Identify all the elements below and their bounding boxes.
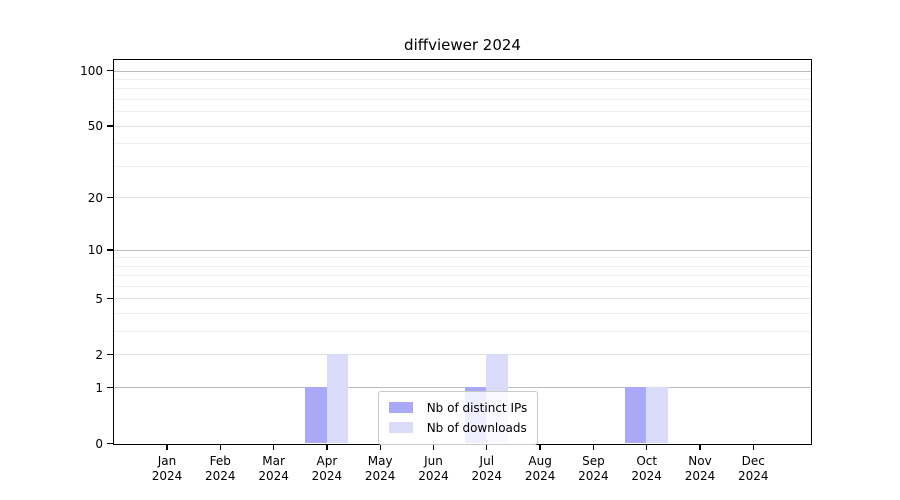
gridline-minor-40 [113, 143, 812, 145]
bar-nb-of-downloads-apr [326, 354, 348, 444]
x-tick-nov [699, 444, 701, 450]
legend: Nb of distinct IPs Nb of downloads [377, 390, 539, 445]
x-tick-label-feb: Feb 2024 [205, 453, 236, 484]
y-tick-label-2: 2 [95, 347, 103, 362]
gridline-minor-9 [113, 257, 812, 259]
x-tick-jun [432, 444, 435, 450]
legend-label-2: Nb of downloads [426, 420, 527, 435]
x-tick-aug [539, 444, 541, 450]
y-tick-100 [107, 70, 113, 72]
y-tick-label-1: 1 [95, 380, 103, 395]
y-tick-20 [107, 197, 113, 199]
gridline-1 [113, 387, 812, 389]
x-tick-label-may: May 2024 [364, 453, 396, 484]
x-tick-oct [646, 444, 648, 450]
x-tick-jan [166, 444, 168, 450]
gridline-minor-60 [113, 111, 812, 113]
gridline-minor-30 [113, 165, 812, 167]
y-tick-0 [107, 442, 113, 445]
x-tick-label-jun: Jun 2024 [418, 453, 449, 484]
x-tick-feb [219, 444, 221, 450]
x-tick-label-mar: Mar 2024 [258, 453, 289, 484]
gridline-minor-4 [113, 313, 812, 315]
gridline-10 [113, 249, 812, 251]
gridline-minor-8 [113, 265, 812, 267]
gridline-2 [113, 354, 812, 356]
y-tick-label-5: 5 [95, 291, 103, 306]
x-tick-dec [752, 444, 754, 450]
gridline-minor-90 [113, 78, 812, 80]
gridline-minor-3 [113, 331, 812, 333]
plot-area: Nb of distinct IPs Nb of downloads [112, 58, 813, 445]
gridline-minor-80 [113, 88, 812, 90]
y-tick-label-10: 10 [87, 242, 103, 257]
x-tick-apr [326, 444, 328, 450]
x-tick-label-apr: Apr 2024 [311, 453, 343, 484]
gridline-20 [113, 197, 812, 199]
x-tick-label-sep: Sep 2024 [578, 453, 609, 484]
bar-nb-of-distinct-ips-oct [625, 387, 647, 444]
gridline-50 [113, 125, 812, 127]
gridline-100 [113, 70, 812, 72]
x-tick-label-aug: Aug 2024 [524, 453, 556, 484]
y-tick-50 [107, 125, 113, 127]
gridline-minor-7 [113, 275, 812, 277]
y-tick-5 [107, 298, 113, 300]
y-tick-label-100: 100 [80, 63, 103, 78]
legend-item-1: Nb of distinct IPs [388, 398, 528, 418]
bar-nb-of-distinct-ips-apr [305, 387, 327, 444]
x-tick-label-dec: Dec 2024 [738, 453, 769, 484]
x-tick-mar [273, 444, 275, 450]
legend-swatch-1 [388, 402, 413, 414]
y-tick-label-50: 50 [87, 119, 103, 134]
x-tick-sep [592, 444, 595, 450]
y-tick-10 [107, 249, 113, 251]
x-tick-may [379, 444, 381, 450]
gridline-5 [113, 298, 812, 300]
x-tick-label-jan: Jan 2024 [151, 453, 183, 484]
x-tick-label-nov: Nov 2024 [684, 453, 716, 484]
y-tick-label-20: 20 [87, 190, 103, 205]
legend-swatch-2 [388, 422, 413, 434]
x-tick-label-oct: Oct 2024 [631, 453, 662, 484]
legend-item-2: Nb of downloads [388, 418, 528, 438]
bar-nb-of-downloads-oct [646, 387, 668, 444]
y-tick-label-0: 0 [95, 436, 103, 451]
x-tick-jul [486, 444, 488, 450]
gridline-minor-6 [113, 286, 812, 288]
x-tick-label-jul: Jul 2024 [471, 453, 503, 484]
y-tick-1 [107, 386, 113, 389]
gridline-minor-70 [113, 99, 812, 101]
legend-label-1: Nb of distinct IPs [426, 400, 528, 415]
y-tick-2 [107, 354, 113, 356]
chart-title: diffviewer 2024 [404, 36, 521, 54]
